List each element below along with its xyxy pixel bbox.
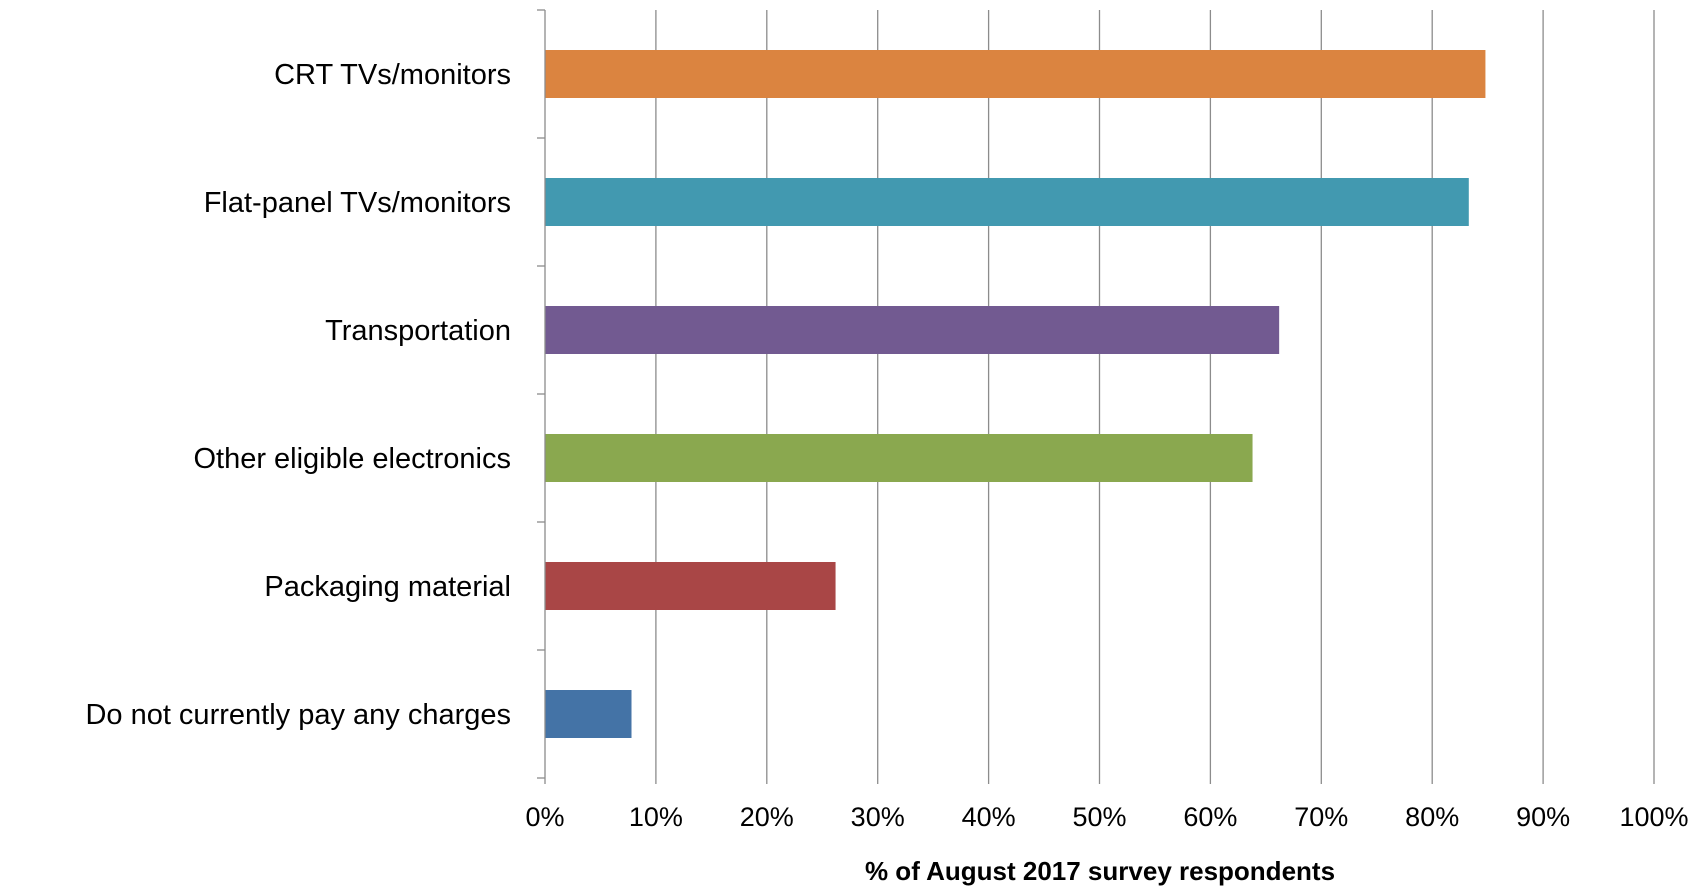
category-label: Flat-panel TVs/monitors [204, 187, 511, 219]
bar [545, 50, 1486, 98]
bar [545, 434, 1253, 482]
x-tick-label: 100% [1619, 802, 1688, 832]
x-tick-label: 80% [1405, 802, 1459, 832]
labels: 0% 10% 20% 30% 40% 50% 60% 70% 80% 90% 100% Do not … [85, 59, 1688, 832]
gridlines [655, 10, 1655, 778]
category-label: Transportation [325, 315, 511, 347]
x-tick-label: 70% [1294, 802, 1348, 832]
x-tick-label: 50% [1072, 802, 1126, 832]
category-label: Other eligible electronics [193, 443, 511, 475]
x-tick-label: 30% [851, 802, 905, 832]
category-label: Packaging material [264, 571, 511, 603]
category-label: CRT TVs/monitors [274, 59, 511, 91]
bar [545, 562, 836, 610]
x-tick-label: 60% [1183, 802, 1237, 832]
x-tick-label: 0% [525, 802, 564, 832]
x-tick-label: 10% [629, 802, 683, 832]
bar [545, 306, 1280, 354]
x-axis-title: % of August 2017 survey respondents [865, 856, 1335, 886]
bars [545, 50, 1486, 738]
x-tick-label: 40% [962, 802, 1016, 832]
axes [537, 9, 1655, 784]
bar [545, 178, 1469, 226]
category-label: Do not currently pay any charges [85, 699, 511, 731]
bar [545, 690, 632, 738]
x-tick-label: 20% [740, 802, 794, 832]
x-tick-label: 90% [1516, 802, 1570, 832]
